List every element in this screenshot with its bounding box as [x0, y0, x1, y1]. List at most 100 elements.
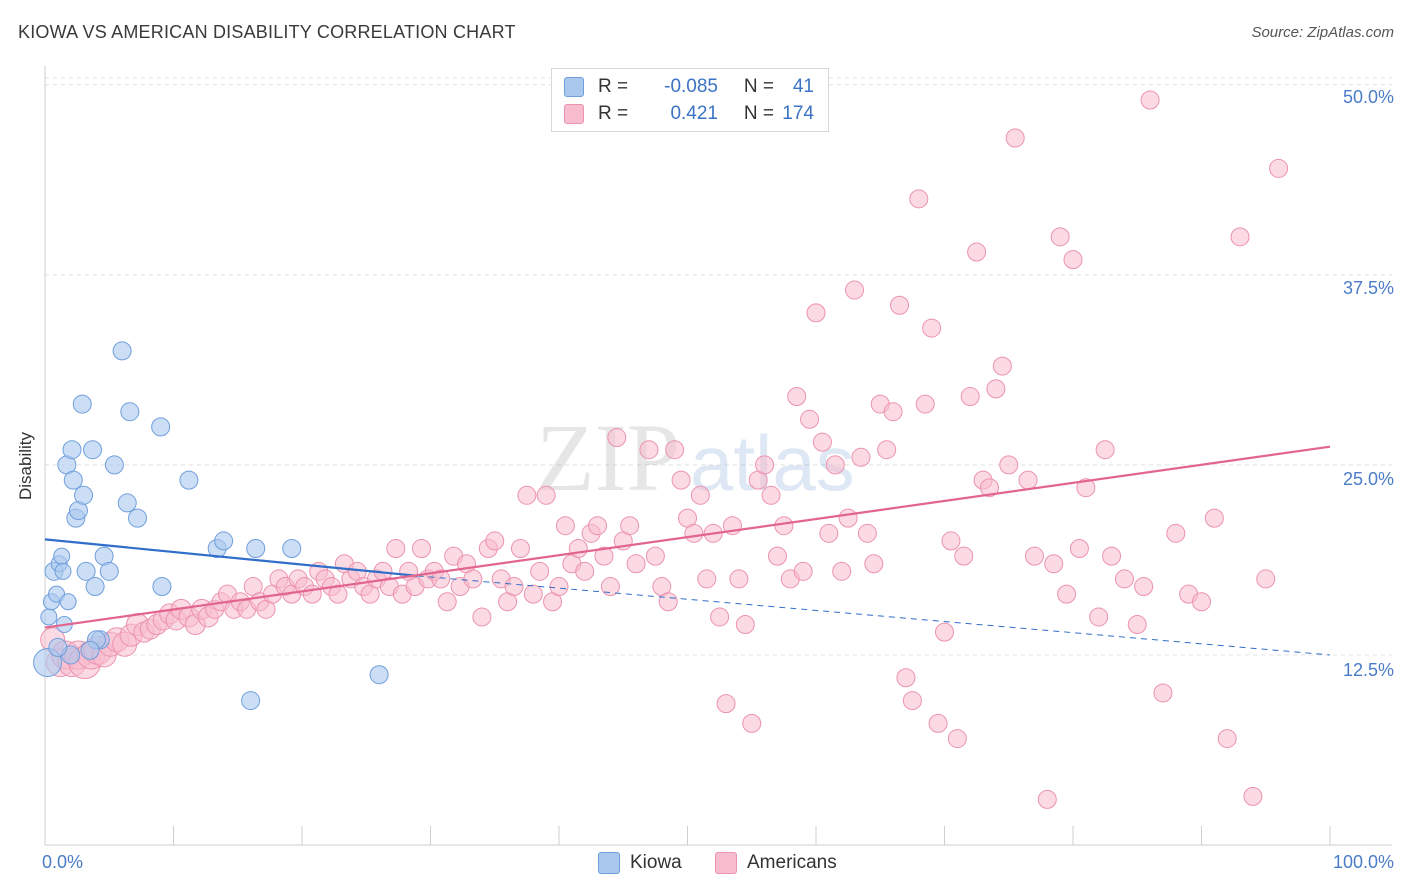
- americans-point: [568, 539, 588, 559]
- americans-point: [960, 386, 980, 406]
- trend-lines: [44, 445, 1331, 656]
- americans-n-label: N =: [743, 103, 774, 124]
- americans-point: [825, 455, 845, 475]
- kiowa-point: [72, 394, 92, 414]
- americans-point: [909, 189, 929, 209]
- kiowa-legend-swatch: [598, 852, 620, 874]
- americans-point: [1044, 554, 1064, 574]
- americans-point: [819, 523, 839, 543]
- americans-point: [729, 569, 749, 589]
- americans-point: [902, 691, 922, 711]
- americans-point: [523, 584, 543, 604]
- americans-point: [645, 546, 665, 566]
- watermark-zip: ZIP: [536, 404, 680, 511]
- americans-point: [838, 508, 858, 528]
- kiowa-point: [74, 485, 94, 505]
- americans-legend-label: Americans: [747, 852, 837, 873]
- americans-point: [812, 432, 832, 452]
- americans-point: [1024, 546, 1044, 566]
- americans-point: [947, 729, 967, 749]
- kiowa-swatch: [564, 77, 584, 97]
- americans-point: [1140, 90, 1160, 110]
- americans-point: [697, 569, 717, 589]
- americans-point: [755, 455, 775, 475]
- kiowa-point: [120, 402, 140, 422]
- kiowa-point: [63, 470, 83, 490]
- legend-row-americans: R = 0.421 N = 174: [564, 101, 814, 127]
- americans-point: [793, 561, 813, 581]
- americans-point: [555, 516, 575, 536]
- americans-point: [1018, 470, 1038, 490]
- americans-point: [658, 592, 678, 612]
- americans-point: [832, 561, 852, 581]
- americans-point: [742, 713, 762, 733]
- kiowa-n-label: N =: [743, 76, 774, 97]
- americans-point: [710, 607, 730, 627]
- kiowa-point: [83, 440, 103, 460]
- americans-point: [549, 577, 569, 597]
- americans-point: [431, 569, 451, 589]
- kiowa-point: [85, 577, 105, 597]
- kiowa-point: [112, 341, 132, 361]
- source-label: Source: ZipAtlas.com: [1251, 24, 1394, 41]
- americans-point: [935, 622, 954, 642]
- americans-point: [510, 539, 530, 559]
- kiowa-point: [179, 470, 199, 490]
- americans-point: [536, 485, 556, 505]
- americans-point: [857, 523, 877, 543]
- americans-point: [1166, 523, 1186, 543]
- grid-lines: [45, 77, 1392, 656]
- americans-point: [472, 607, 492, 627]
- americans-point: [992, 356, 1012, 376]
- kiowa-point: [48, 637, 68, 657]
- americans-point: [1204, 508, 1224, 528]
- americans-point: [896, 668, 916, 688]
- americans-point: [716, 694, 736, 714]
- americans-point: [302, 584, 322, 604]
- americans-point: [954, 546, 974, 566]
- americans-point: [1256, 569, 1276, 589]
- kiowa-point: [369, 665, 389, 685]
- americans-point: [877, 440, 897, 460]
- americans-point: [922, 318, 942, 338]
- americans-point: [767, 546, 787, 566]
- americans-swatch: [564, 104, 584, 124]
- americans-point: [1102, 546, 1122, 566]
- americans-point: [607, 428, 627, 448]
- americans-point: [600, 577, 620, 597]
- americans-point: [915, 394, 935, 414]
- americans-point: [1192, 592, 1211, 612]
- americans-point: [1269, 158, 1289, 178]
- kiowa-point: [104, 455, 124, 475]
- americans-point: [626, 554, 646, 574]
- americans-point: [800, 409, 820, 429]
- americans-point: [517, 485, 537, 505]
- americans-point: [690, 485, 710, 505]
- americans-point: [463, 569, 483, 589]
- americans-point: [437, 592, 457, 612]
- y-tick-label-25: 25.0%: [1342, 469, 1394, 489]
- americans-trend-line: [44, 445, 1331, 629]
- kiowa-point: [99, 561, 119, 581]
- y-tick-label-12-5: 12.5%: [1342, 660, 1394, 680]
- kiowa-point: [76, 561, 96, 581]
- americans-point: [986, 379, 1006, 399]
- y-tick-label-37-5: 37.5%: [1342, 278, 1394, 298]
- americans-point: [774, 516, 794, 536]
- americans-point: [851, 447, 871, 467]
- americans-point: [504, 577, 524, 597]
- americans-point: [864, 554, 884, 574]
- kiowa-point: [282, 539, 302, 559]
- americans-point: [671, 470, 691, 490]
- americans-point: [1089, 607, 1109, 627]
- americans-point: [1095, 440, 1115, 460]
- kiowa-point: [151, 417, 171, 437]
- kiowa-point: [40, 608, 58, 626]
- kiowa-n-value: 41: [792, 76, 814, 97]
- americans-point: [1134, 577, 1154, 597]
- americans-point: [787, 386, 807, 406]
- americans-point: [979, 478, 999, 498]
- americans-point: [639, 440, 659, 460]
- americans-point: [1153, 683, 1173, 703]
